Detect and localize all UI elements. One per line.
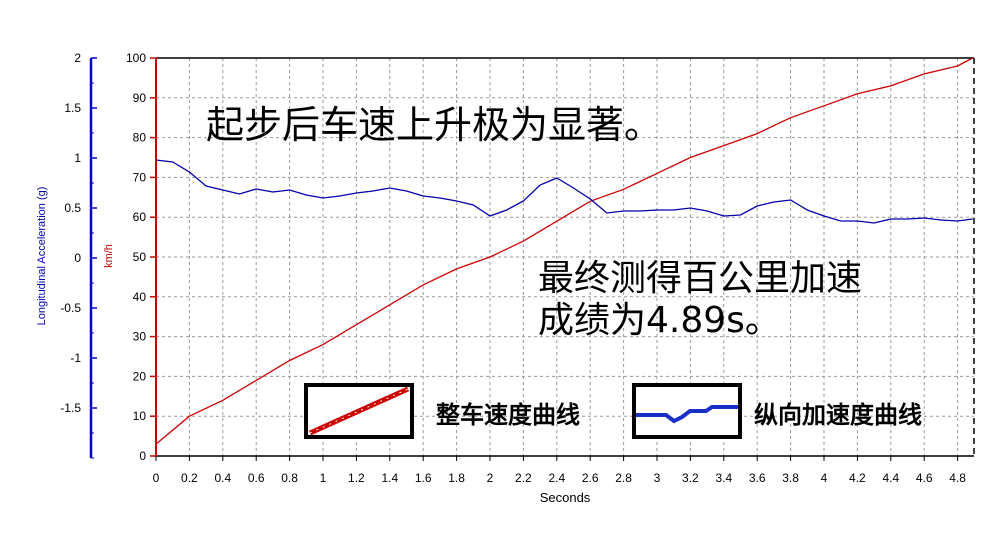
annotation-top: 起步后车速上升极为显著。 <box>206 103 663 147</box>
legend-speed-line <box>308 386 410 436</box>
x-tick-label: 4 <box>821 471 828 485</box>
x-axis-label: Seconds <box>540 490 591 505</box>
x-tick-label: 1.6 <box>415 471 432 485</box>
x-tick-label: 0 <box>153 471 160 485</box>
x-tick-label: 2 <box>487 471 494 485</box>
speed-tick-label: 60 <box>133 210 147 224</box>
acc-tick-label: 1.5 <box>64 101 81 115</box>
x-tick-label: 4.2 <box>849 471 866 485</box>
speed-tick-label: 90 <box>133 91 147 105</box>
x-tick-label: 3.4 <box>715 471 732 485</box>
x-tick-label: 4.6 <box>916 471 933 485</box>
legend-acc-line <box>636 405 738 424</box>
x-tick-label: 1.8 <box>448 471 465 485</box>
x-tick-label: 2.2 <box>515 471 532 485</box>
x-tick-label: 2.4 <box>548 471 565 485</box>
x-tick-label: 3.8 <box>782 471 799 485</box>
acc-tick-label: 0 <box>74 251 81 265</box>
legend-acc-label: 纵向加速度曲线 <box>754 401 922 429</box>
legend-speed-swatch <box>304 383 414 439</box>
x-tick-label: 0.8 <box>281 471 298 485</box>
speed-tick-label: 40 <box>133 290 147 304</box>
x-tick-label: 3.6 <box>749 471 766 485</box>
grid <box>156 57 975 457</box>
speed-tick-label: 70 <box>133 170 147 184</box>
x-tick-label: 3 <box>654 471 661 485</box>
speed-tick-label: 50 <box>133 250 147 264</box>
x-tick-label: 1.4 <box>381 471 398 485</box>
x-tick-label: 2.6 <box>582 471 599 485</box>
x-tick-label: 1.2 <box>348 471 365 485</box>
x-tick-label: 0.4 <box>214 471 231 485</box>
x-tick-label: 4.4 <box>882 471 899 485</box>
speed-tick-label: 80 <box>133 131 147 145</box>
acceleration-axis-label: Longitudinal Acceleration (g) <box>36 187 48 326</box>
acc-tick-label: -1 <box>70 351 81 365</box>
speed-axis-label: km/h <box>103 244 115 268</box>
x-tick-label: 0.2 <box>181 471 198 485</box>
series-lines <box>155 57 973 445</box>
annotation-bottom-line1: 最终测得百公里加速 <box>538 258 863 299</box>
speed-series-line <box>155 57 973 445</box>
annotation-bottom: 最终测得百公里加速 成绩为4.89s。 <box>538 258 862 342</box>
x-tick-label: 0.6 <box>248 471 265 485</box>
legend-speed-label: 整车速度曲线 <box>436 401 580 429</box>
speed-tick-label: 100 <box>126 51 146 65</box>
acc-tick-label: 0.5 <box>64 201 81 215</box>
acc-tick-label: 1 <box>74 151 81 165</box>
speed-tick-label: 30 <box>133 330 147 344</box>
annotation-bottom-line2: 成绩为4.89s。 <box>538 300 781 341</box>
acc-tick-label: -1.5 <box>60 401 81 415</box>
x-tick-label: 2.8 <box>615 471 632 485</box>
acc-tick-label: 2 <box>74 51 81 65</box>
legend-acc-swatch <box>632 383 742 439</box>
x-tick-label: 3.2 <box>682 471 699 485</box>
acc-tick-label: -0.5 <box>60 301 81 315</box>
acceleration-series-line <box>155 159 973 224</box>
x-tick-label: 1 <box>320 471 327 485</box>
acceleration-axis: 2 1.5 1 0.5 0 -0.5 -1 -1.5 <box>60 51 97 459</box>
x-tick-label: 4.8 <box>949 471 966 485</box>
speed-tick-label: 20 <box>133 369 147 383</box>
speed-tick-label: 0 <box>139 449 146 463</box>
speed-tick-label: 10 <box>133 409 147 423</box>
x-axis: 0 0.2 0.4 0.6 0.8 1 1.2 1.4 1.6 1.8 2 2.2 2.4 2.6 2.8 3… <box>153 456 966 485</box>
